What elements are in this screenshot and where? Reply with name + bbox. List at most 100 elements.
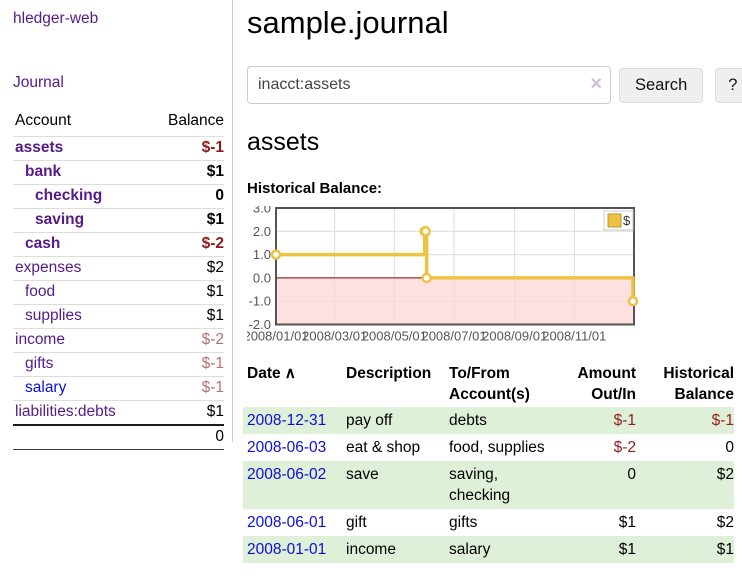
- balance-column-header: Balance: [167, 112, 224, 129]
- transaction-balance: 0: [725, 439, 734, 456]
- transaction-date-link[interactable]: 2008-01-01: [247, 541, 327, 558]
- transaction-date-link[interactable]: 2008-06-02: [247, 466, 327, 483]
- account-balance: $1: [139, 280, 224, 305]
- svg-text:2008/11/01: 2008/11/01: [542, 329, 606, 344]
- app-title-link[interactable]: hledger-web: [13, 10, 99, 27]
- account-balance: $-2: [139, 328, 224, 353]
- accounts-table-header-row: Account Balance: [13, 112, 224, 137]
- transaction-description: income: [346, 541, 396, 558]
- account-link-income[interactable]: income: [15, 331, 65, 348]
- svg-text:3.0: 3.0: [253, 206, 271, 216]
- transaction-description: eat & shop: [346, 439, 421, 456]
- search-box: ×: [247, 66, 611, 104]
- account-link-checking[interactable]: checking: [35, 187, 103, 204]
- register-row: 2008-06-01 gift gifts $1 $2: [243, 509, 734, 536]
- account-row: cash $-2: [13, 232, 224, 257]
- search-button[interactable]: Search: [619, 67, 704, 103]
- account-heading: assets: [247, 128, 320, 156]
- date-column-header[interactable]: Date ∧: [247, 365, 296, 382]
- register-row: 2008-06-02 save saving, checking 0 $2: [243, 461, 734, 509]
- transaction-date-link[interactable]: 2008-06-01: [247, 514, 327, 531]
- transaction-accounts: food, supplies: [449, 439, 545, 456]
- account-link-cash[interactable]: cash: [25, 235, 61, 252]
- help-button[interactable]: ?: [715, 67, 742, 103]
- chart-title: Historical Balance:: [247, 180, 383, 197]
- clear-search-icon[interactable]: ×: [590, 73, 602, 95]
- account-row: liabilities:debts $1: [13, 400, 224, 425]
- search-input[interactable]: [247, 66, 611, 104]
- account-row: food $1: [13, 280, 224, 305]
- transaction-date-link[interactable]: 2008-12-31: [247, 412, 327, 429]
- account-column-header: Account: [15, 112, 72, 129]
- transaction-description: gift: [346, 514, 367, 531]
- transaction-accounts: gifts: [449, 514, 478, 531]
- main-panel: sample.journal × Search ? assets Histori…: [233, 0, 742, 563]
- account-link-expenses[interactable]: expenses: [15, 259, 82, 276]
- search-bar: × Search ?: [247, 66, 742, 104]
- account-balance: $1: [139, 304, 224, 329]
- account-column-header: To/From Account(s): [449, 365, 530, 403]
- register-row: 2008-12-31 pay off debts $-1 $-1: [243, 407, 734, 434]
- account-balance: $-1: [139, 352, 224, 377]
- transaction-balance: $1: [716, 541, 734, 558]
- svg-text:2.0: 2.0: [253, 224, 271, 239]
- account-row: supplies $1: [13, 304, 224, 329]
- account-row: expenses $2: [13, 256, 224, 281]
- transaction-amount: $1: [618, 514, 636, 531]
- account-row: saving $1: [13, 208, 224, 233]
- account-link-liabilities-debts[interactable]: liabilities:debts: [15, 403, 116, 420]
- svg-text:2008/09/01: 2008/09/01: [482, 329, 547, 344]
- transaction-balance: $2: [716, 466, 734, 483]
- account-balance: $-1: [139, 136, 224, 161]
- sidebar: hledger-web Journal Account Balance asse…: [0, 0, 233, 450]
- svg-text:$: $: [623, 213, 631, 228]
- account-balance: $2: [139, 256, 224, 281]
- register-table: Date ∧ Description To/From Account(s) Amo…: [243, 361, 734, 563]
- svg-text:2008/07/01: 2008/07/01: [421, 329, 486, 344]
- svg-text:0.0: 0.0: [253, 270, 271, 285]
- transaction-description: save: [346, 466, 379, 483]
- account-balance: $-2: [139, 232, 224, 257]
- transaction-accounts: debts: [449, 412, 487, 429]
- page-title: sample.journal: [247, 5, 449, 40]
- account-row: income $-2: [13, 328, 224, 353]
- accounts-total-row: 0: [13, 424, 224, 450]
- account-link-food[interactable]: food: [25, 283, 56, 300]
- account-balance: $1: [139, 400, 224, 425]
- account-link-supplies[interactable]: supplies: [25, 307, 82, 324]
- register-row: 2008-01-01 income salary $1 $1: [243, 536, 734, 563]
- transaction-accounts: salary: [449, 541, 491, 558]
- svg-text:1.0: 1.0: [253, 247, 271, 262]
- register-row: 2008-06-03 eat & shop food, supplies $-2…: [243, 434, 734, 461]
- historical-balance-chart: $3.0 2.0 1.0 0.0 -1.0 -2.02008/01/012008/03/0…: [247, 206, 639, 344]
- transaction-date-link[interactable]: 2008-06-03: [247, 439, 327, 456]
- accounts-total-value: 0: [139, 424, 224, 450]
- account-row: checking 0: [13, 184, 224, 209]
- account-balance: $1: [139, 160, 224, 185]
- sidebar-item-journal[interactable]: Journal: [13, 74, 64, 91]
- transaction-description: pay off: [346, 412, 393, 429]
- account-link-salary[interactable]: salary: [25, 379, 67, 396]
- transaction-amount: $-2: [613, 439, 636, 456]
- account-row: bank $1: [13, 160, 224, 185]
- account-balance: 0: [139, 184, 224, 209]
- account-row: salary $-1: [13, 376, 224, 401]
- svg-text:-1.0: -1.0: [249, 294, 271, 309]
- account-link-gifts[interactable]: gifts: [25, 355, 54, 372]
- svg-text:-2.0: -2.0: [249, 317, 271, 332]
- svg-text:2008/05/01: 2008/05/01: [362, 329, 427, 344]
- account-link-bank[interactable]: bank: [25, 163, 62, 180]
- accounts-table: Account Balance assets $-1 bank $1 check…: [13, 112, 224, 450]
- transaction-amount: 0: [627, 466, 636, 483]
- transaction-amount: $1: [618, 541, 636, 558]
- account-row: assets $-1: [13, 136, 224, 161]
- svg-text:2008/01/01: 2008/01/01: [247, 329, 309, 344]
- transaction-balance: $-1: [711, 412, 734, 429]
- transaction-amount: $-1: [613, 412, 636, 429]
- account-link-assets[interactable]: assets: [15, 139, 64, 156]
- amount-column-header: Amount Out/In: [577, 365, 636, 403]
- register-header-row: Date ∧ Description To/From Account(s) Amo…: [243, 361, 734, 407]
- account-link-saving[interactable]: saving: [35, 211, 85, 228]
- account-balance: $-1: [139, 376, 224, 401]
- balance-column-header: Historical Balance: [663, 365, 734, 403]
